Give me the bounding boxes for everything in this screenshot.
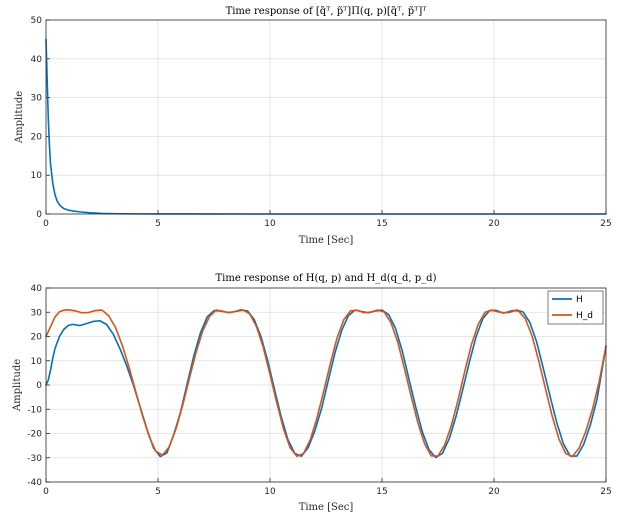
- x-tick-label: 10: [264, 487, 276, 497]
- y-tick-label: 40: [31, 55, 43, 65]
- y-tick-label: -40: [27, 478, 42, 488]
- legend: H H_d: [547, 290, 604, 325]
- plot-area-background: [46, 20, 606, 214]
- x-tick-label: 25: [600, 219, 611, 229]
- plot-area-border: [45, 19, 607, 215]
- plot-area-border: [45, 287, 607, 483]
- x-tick-label: 10: [264, 219, 276, 229]
- y-tick-label: 10: [31, 171, 43, 181]
- y-tick-labels: -40 -30 -20 -10 0 10 20 30 40: [27, 284, 42, 488]
- chart-hamiltonian-response: 0 5 10 15 20 25 -40 -30 -20 -10 0 10 20 30 40 Time re…: [12, 273, 612, 513]
- x-tick-label: 0: [43, 487, 49, 497]
- x-axis-label: Time [Sec]: [299, 235, 354, 246]
- legend-label-hd: H_d: [576, 311, 593, 321]
- y-tick-label: -10: [27, 405, 42, 415]
- grid-lines: [45, 287, 607, 483]
- x-tick-label: 25: [600, 487, 611, 497]
- y-tick-label: 20: [31, 333, 43, 343]
- x-tick-label: 20: [488, 487, 500, 497]
- y-axis-label: Amplitude: [12, 359, 23, 412]
- y-tick-label: 20: [31, 132, 43, 142]
- x-tick-label: 15: [376, 487, 387, 497]
- y-tick-label: -30: [27, 454, 42, 464]
- x-tick-label: 5: [155, 487, 161, 497]
- x-tick-label: 0: [43, 219, 49, 229]
- legend-box: [547, 290, 604, 325]
- x-axis-label: Time [Sec]: [299, 502, 354, 513]
- y-tick-label: 0: [36, 210, 42, 220]
- chart-state-error-response: 0 5 10 15 20 25 0 10 20 30 40 50 Time response of …: [14, 6, 612, 246]
- series-group: [45, 309, 607, 459]
- y-tick-label: 40: [31, 284, 43, 294]
- chart-title: Time response of H(q, p) and H_d(q_d, p_…: [215, 273, 436, 284]
- legend-label-h: H: [576, 295, 583, 305]
- grid-lines: [45, 19, 607, 215]
- y-tick-label: 50: [31, 16, 43, 26]
- chart-title: Time response of [q̃ᵀ, p̃ᵀ]Π(q, p)[q̃ᵀ, …: [226, 6, 428, 17]
- y-tick-label: -20: [27, 430, 42, 440]
- y-tick-label: 30: [31, 94, 43, 104]
- x-tick-labels: 0 5 10 15 20 25: [43, 487, 612, 497]
- x-tick-label: 5: [155, 219, 161, 229]
- y-tick-labels: 0 10 20 30 40 50: [31, 16, 43, 220]
- y-tick-label: 0: [36, 381, 42, 391]
- y-tick-label: 30: [31, 308, 43, 318]
- x-tick-label: 20: [488, 219, 500, 229]
- y-tick-label: 10: [31, 357, 43, 367]
- x-tick-labels: 0 5 10 15 20 25: [43, 219, 612, 229]
- series-line-h-d: [45, 309, 607, 458]
- y-axis-label: Amplitude: [14, 91, 25, 144]
- x-tick-label: 15: [376, 219, 387, 229]
